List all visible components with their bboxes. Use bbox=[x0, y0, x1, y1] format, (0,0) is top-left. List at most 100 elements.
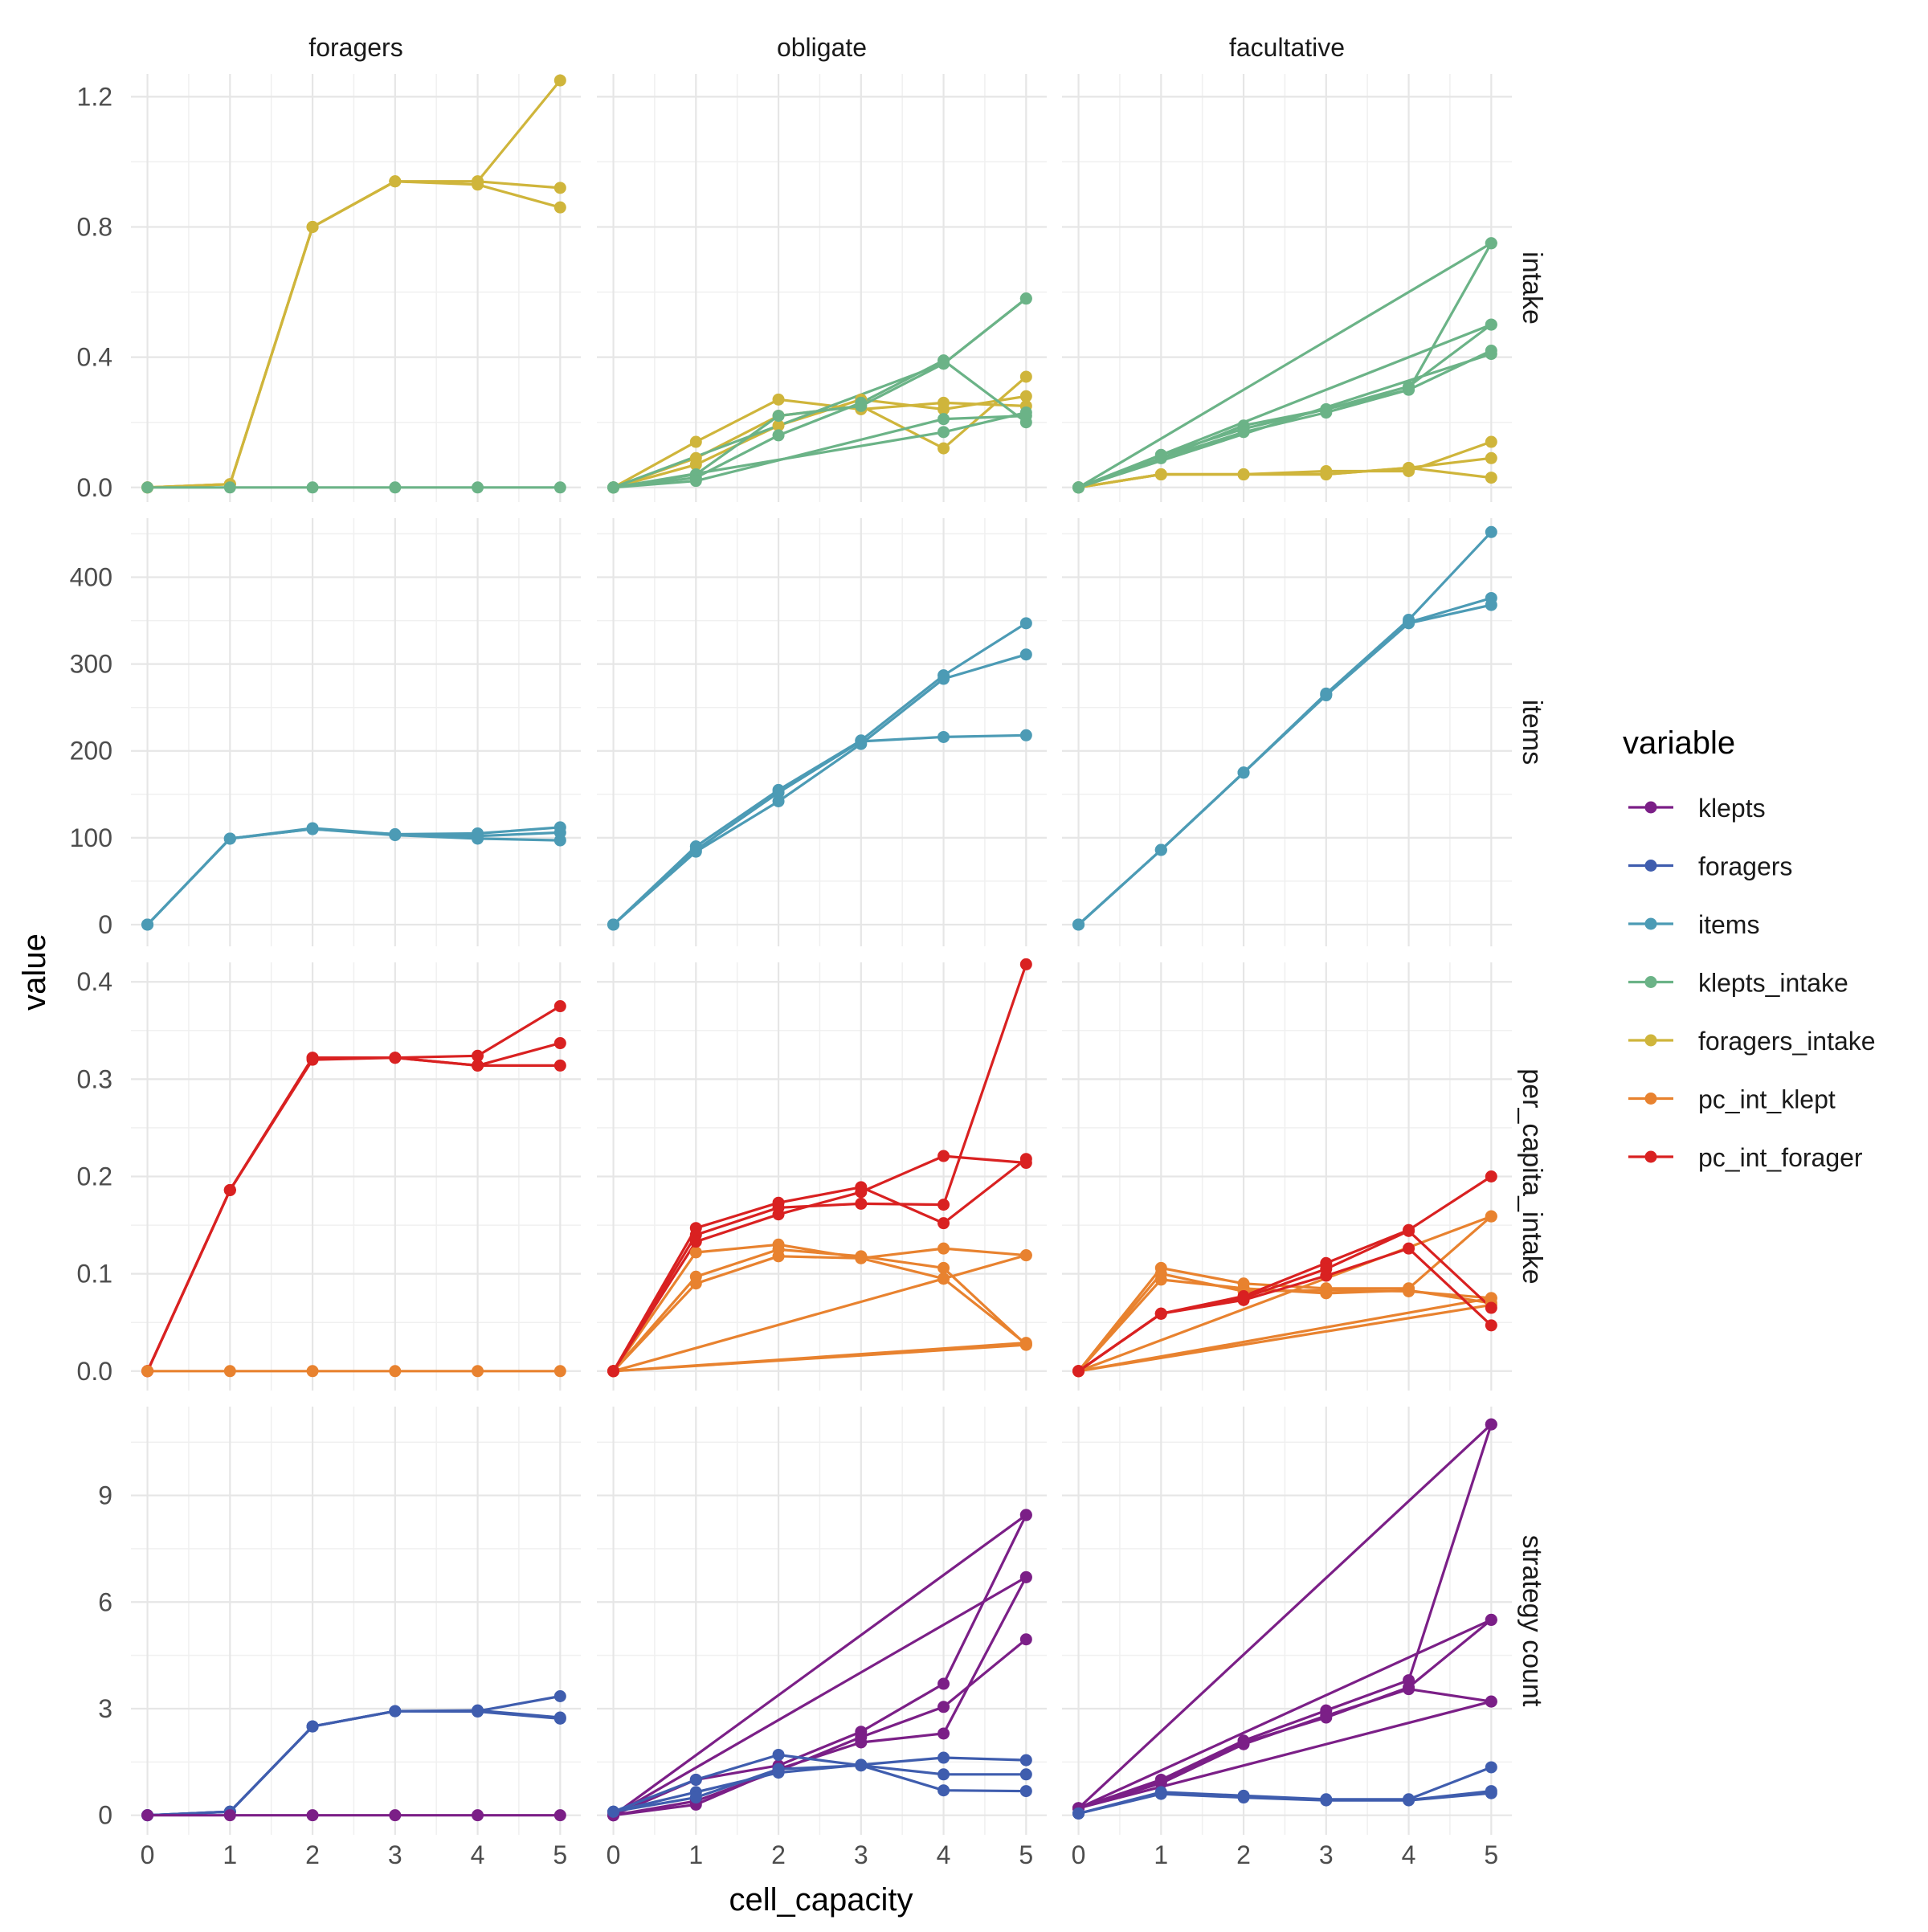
legend-item-foragers: foragers bbox=[1628, 852, 1792, 881]
panel-0-2 bbox=[1062, 74, 1512, 502]
series-line-klepts bbox=[613, 1576, 1027, 1817]
series-line-klepts bbox=[1078, 1700, 1492, 1810]
data-point-foragers_intake bbox=[553, 201, 566, 214]
y-tick-label: 0.0 bbox=[77, 1357, 112, 1386]
facet-row-label: strategy count bbox=[1517, 1535, 1547, 1707]
data-point-pc_int_forager bbox=[1403, 1224, 1415, 1237]
legend-key-point bbox=[1644, 860, 1657, 872]
data-point-foragers_intake bbox=[772, 393, 785, 406]
data-point-items bbox=[1072, 918, 1085, 931]
y-tick-label: 300 bbox=[70, 650, 112, 679]
data-point-pc_int_forager bbox=[472, 1059, 484, 1072]
panel-3-0 bbox=[131, 1407, 581, 1835]
facet-column-label: obligate bbox=[777, 33, 867, 62]
data-point-foragers_intake bbox=[553, 182, 566, 194]
series-line-foragers_intake bbox=[612, 398, 1027, 489]
data-point-items bbox=[1237, 766, 1250, 779]
data-point-foragers_intake bbox=[472, 175, 484, 188]
data-point-klepts_intake bbox=[1019, 292, 1032, 305]
data-point-items bbox=[389, 828, 402, 841]
data-point-pc_int_forager bbox=[1237, 1292, 1250, 1305]
data-point-klepts bbox=[1019, 1509, 1032, 1522]
x-tick-label: 2 bbox=[305, 1840, 320, 1869]
data-point-foragers bbox=[1019, 1785, 1032, 1798]
data-point-items bbox=[1154, 843, 1167, 856]
x-tick-label: 5 bbox=[553, 1840, 567, 1869]
series-line-pc_int_klept bbox=[612, 1248, 1027, 1372]
data-point-pc_int_klept bbox=[937, 1261, 950, 1274]
data-point-klepts bbox=[937, 1701, 950, 1713]
series-line-pc_int_forager bbox=[612, 1154, 1027, 1372]
x-tick-label: 1 bbox=[688, 1840, 703, 1869]
legend-label: pc_int_forager bbox=[1698, 1143, 1863, 1172]
data-point-pc_int_forager bbox=[772, 1208, 785, 1221]
data-point-pc_int_forager bbox=[689, 1236, 702, 1248]
data-point-pc_int_forager bbox=[1485, 1301, 1497, 1314]
series-line-klepts bbox=[1077, 1618, 1492, 1810]
data-point-pc_int_forager bbox=[1485, 1319, 1497, 1332]
data-point-pc_int_forager bbox=[306, 1053, 319, 1066]
legend-key-point bbox=[1644, 801, 1657, 814]
data-point-foragers bbox=[472, 1705, 484, 1718]
y-tick-label: 0.1 bbox=[77, 1260, 112, 1289]
data-point-foragers bbox=[553, 1689, 566, 1702]
data-point-klepts_intake bbox=[937, 357, 950, 370]
series-line-foragers_intake bbox=[1078, 466, 1492, 489]
x-tick-label: 3 bbox=[854, 1840, 868, 1869]
data-point-foragers bbox=[937, 1751, 950, 1764]
series-line-klepts bbox=[612, 1513, 1027, 1816]
series-line-pc_int_klept bbox=[612, 1243, 1027, 1372]
data-point-foragers_intake bbox=[1320, 468, 1333, 481]
data-point-foragers_intake bbox=[1403, 461, 1415, 474]
data-point-foragers bbox=[1019, 1754, 1032, 1767]
x-tick-label: 4 bbox=[937, 1840, 951, 1869]
data-point-items bbox=[1019, 648, 1032, 661]
x-tick-label: 5 bbox=[1019, 1840, 1033, 1869]
facet-row-label: per_capita_intake bbox=[1517, 1068, 1547, 1284]
y-tick-label: 0.3 bbox=[77, 1064, 112, 1093]
legend-label: foragers_intake bbox=[1698, 1027, 1876, 1056]
data-point-klepts_intake bbox=[772, 410, 785, 423]
y-tick-label: 0.2 bbox=[77, 1162, 112, 1191]
panel-0-1 bbox=[597, 74, 1047, 502]
data-point-items bbox=[553, 826, 566, 839]
panel-2-0 bbox=[131, 962, 581, 1391]
series-line-klepts bbox=[1077, 1423, 1493, 1809]
data-point-foragers bbox=[389, 1705, 402, 1718]
y-tick-label: 3 bbox=[98, 1694, 112, 1723]
series-line-foragers_intake bbox=[147, 180, 561, 489]
data-point-pc_int_klept bbox=[1485, 1210, 1497, 1223]
series-line-pc_int_forager bbox=[612, 1158, 1027, 1372]
data-point-klepts_intake bbox=[1403, 383, 1415, 396]
panel-3-1 bbox=[597, 1407, 1047, 1835]
data-point-klepts bbox=[937, 1727, 950, 1740]
x-tick-label: 3 bbox=[1319, 1840, 1334, 1869]
data-point-foragers_intake bbox=[1237, 468, 1250, 481]
data-point-klepts bbox=[141, 1809, 154, 1822]
series-line-foragers bbox=[613, 1756, 1027, 1813]
data-point-foragers bbox=[855, 1759, 868, 1772]
data-point-items bbox=[223, 832, 236, 845]
data-point-pc_int_klept bbox=[1019, 1249, 1032, 1262]
data-point-foragers_intake bbox=[1485, 451, 1497, 464]
data-point-foragers bbox=[553, 1712, 566, 1725]
x-tick-label: 1 bbox=[223, 1840, 237, 1869]
x-tick-label: 2 bbox=[1236, 1840, 1251, 1869]
data-point-klepts_intake bbox=[141, 481, 154, 494]
data-point-items bbox=[689, 843, 702, 856]
data-point-pc_int_forager bbox=[937, 1150, 950, 1162]
legend-item-pc_int_klept: pc_int_klept bbox=[1628, 1085, 1836, 1114]
data-point-pc_int_klept bbox=[306, 1365, 319, 1378]
data-point-pc_int_forager bbox=[1019, 1157, 1032, 1170]
data-point-pc_int_forager bbox=[553, 1000, 566, 1013]
data-point-pc_int_forager bbox=[223, 1183, 236, 1196]
y-tick-label: 200 bbox=[70, 737, 112, 766]
data-point-klepts_intake bbox=[1237, 426, 1250, 439]
x-axis-title: cell_capacity bbox=[729, 1882, 913, 1918]
y-tick-label: 0.0 bbox=[77, 473, 112, 502]
y-tick-label: 0.4 bbox=[77, 967, 112, 996]
series-line-klepts_intake bbox=[1078, 323, 1492, 489]
legend-label: foragers bbox=[1698, 852, 1792, 881]
y-tick-label: 0.8 bbox=[77, 213, 112, 242]
legend-key-point bbox=[1644, 1150, 1657, 1163]
